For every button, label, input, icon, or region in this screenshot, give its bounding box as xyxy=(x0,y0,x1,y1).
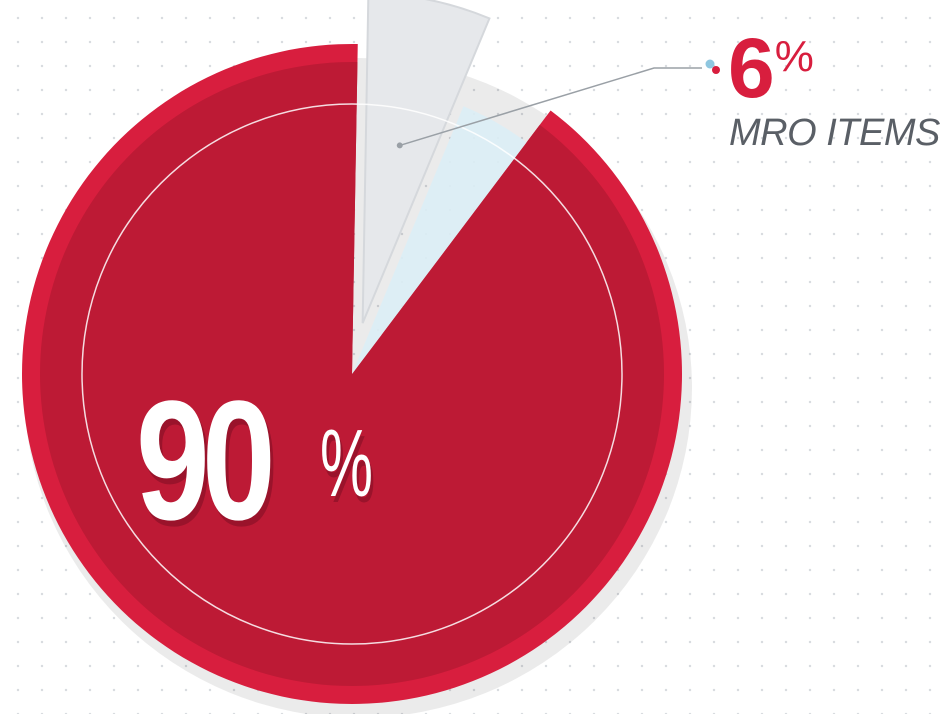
mro-value: 6 xyxy=(728,21,775,115)
slice-other xyxy=(352,106,527,374)
mro-percent-label: 6% xyxy=(728,26,814,110)
inner-ring xyxy=(81,103,623,645)
slice-mro xyxy=(361,0,491,324)
main-percent-label: 90% xyxy=(136,366,373,556)
slice-main xyxy=(39,61,664,686)
mro-percent-sign: % xyxy=(774,32,814,81)
callout-line xyxy=(399,67,702,147)
callout-dot-red xyxy=(712,66,720,74)
slice-mro-group xyxy=(361,0,491,324)
main-percent-sign: % xyxy=(320,410,373,517)
callout-anchor-dot xyxy=(396,142,403,149)
mro-items-label: MRO ITEMS xyxy=(729,112,940,154)
callout-dot-blue xyxy=(705,59,715,69)
main-value: 90 xyxy=(136,366,276,556)
